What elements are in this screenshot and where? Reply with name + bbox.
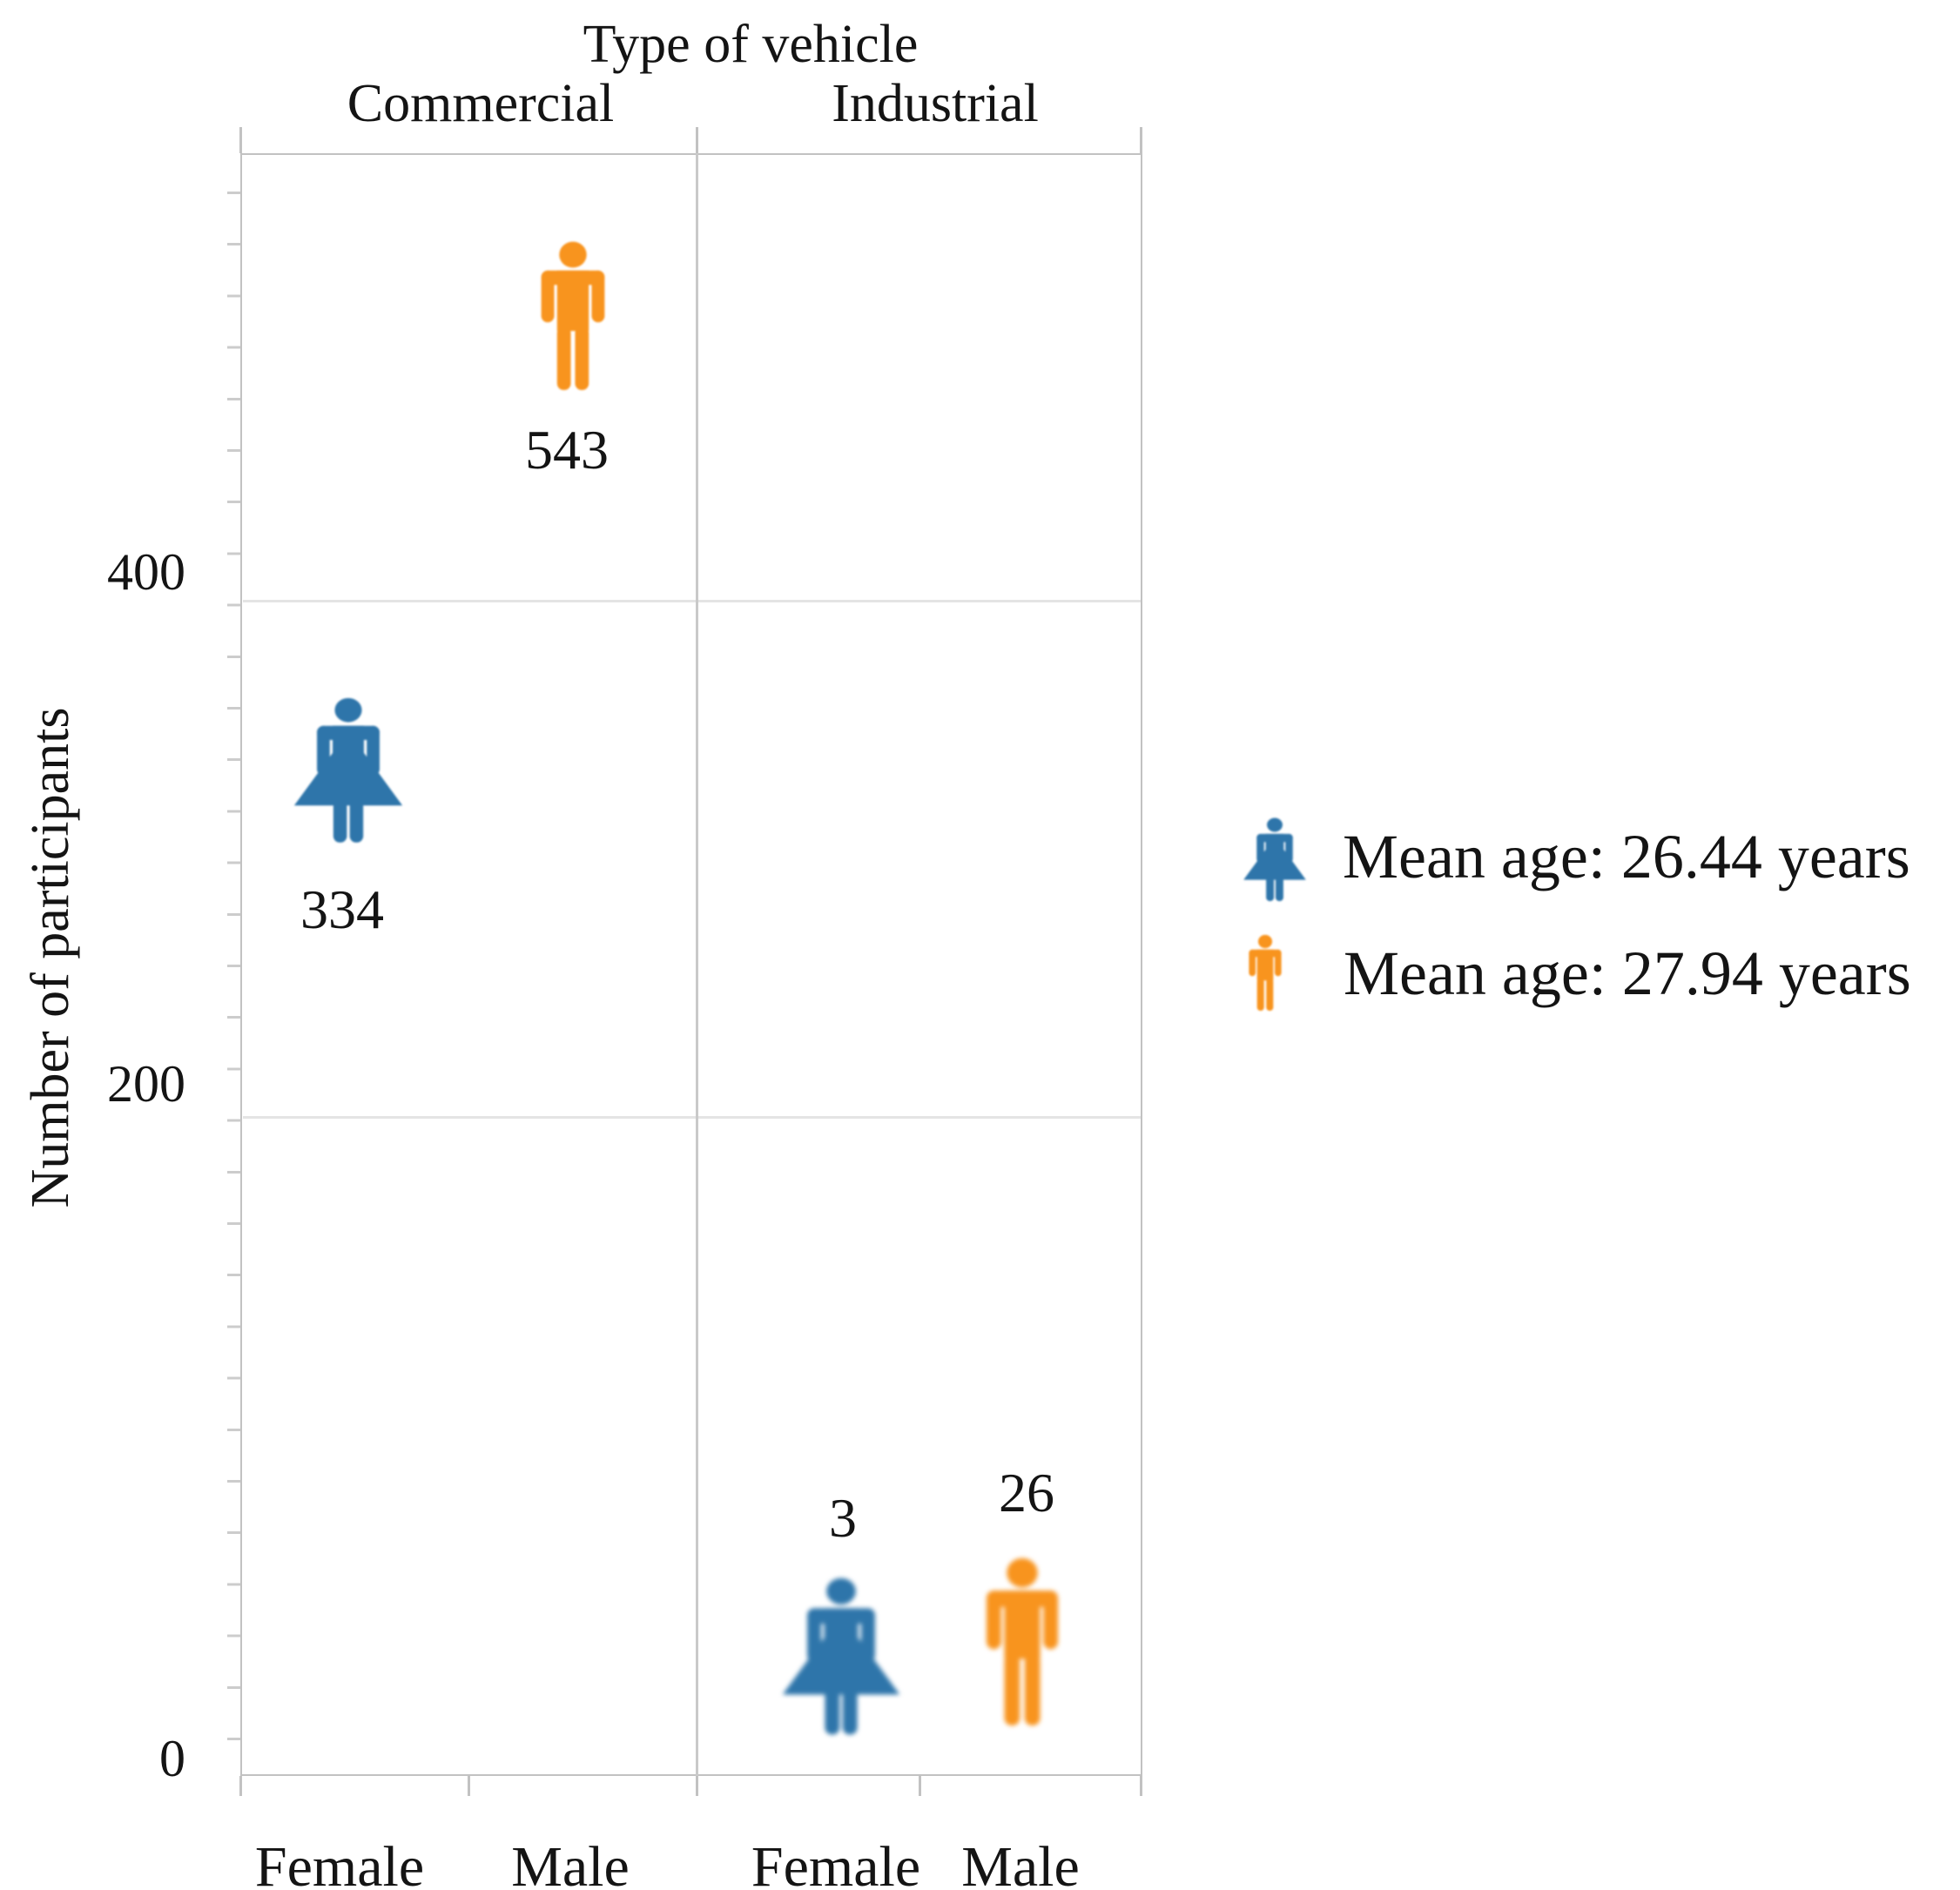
- group-divider-line: [696, 153, 698, 1776]
- y-tick-label-0: 0: [159, 1730, 185, 1787]
- bottom-axis-tick-1: [239, 1776, 242, 1796]
- y-axis-minor-ticks: [227, 192, 240, 1767]
- x-label-industrial-male: Male: [961, 1835, 1080, 1890]
- bottom-axis-tick-3: [696, 1776, 698, 1796]
- top-axis-tick-left: [239, 127, 242, 153]
- group-label-commercial: Commercial: [347, 74, 615, 133]
- bottom-axis-tick-2: [468, 1776, 470, 1796]
- x-label-commercial-male: Male: [511, 1835, 630, 1890]
- male-pictogram-icon-industrial: [969, 1557, 1075, 1725]
- y-tick-label-200: 200: [107, 1055, 185, 1113]
- x-label-commercial-female: Female: [254, 1835, 425, 1890]
- y-tick-label-400: 400: [107, 543, 185, 601]
- value-label-commercial-male: 543: [525, 419, 609, 481]
- plot-area-border: [240, 153, 1142, 1776]
- value-label-industrial-female: 3: [829, 1487, 857, 1549]
- x-label-industrial-female: Female: [751, 1835, 921, 1890]
- female-pictogram-icon-commercial: [286, 697, 410, 845]
- gridline-400: [243, 600, 1141, 602]
- group-label-industrial: Industrial: [832, 74, 1039, 133]
- bottom-axis-tick-5: [1140, 1776, 1142, 1796]
- chart-title: Type of vehicle: [583, 15, 919, 74]
- male-pictogram-icon-commercial: [529, 240, 617, 390]
- legend-female-pictogram-icon: [1238, 817, 1311, 903]
- bottom-axis-tick-4: [919, 1776, 921, 1796]
- gridline-200: [243, 1116, 1141, 1119]
- top-axis-tick-middle: [696, 127, 698, 153]
- y-axis-title: Number of participants: [21, 707, 80, 1208]
- legend-label-female-mean-age: Mean age: 26.44 years: [1343, 822, 1910, 891]
- value-label-commercial-female: 334: [300, 878, 384, 940]
- legend-label-male-mean-age: Mean age: 27.94 years: [1344, 938, 1911, 1008]
- female-pictogram-icon-industrial: [773, 1577, 909, 1738]
- value-label-industrial-male: 26: [999, 1462, 1054, 1523]
- top-axis-tick-right: [1140, 127, 1142, 153]
- legend-male-pictogram-icon: [1242, 934, 1289, 1011]
